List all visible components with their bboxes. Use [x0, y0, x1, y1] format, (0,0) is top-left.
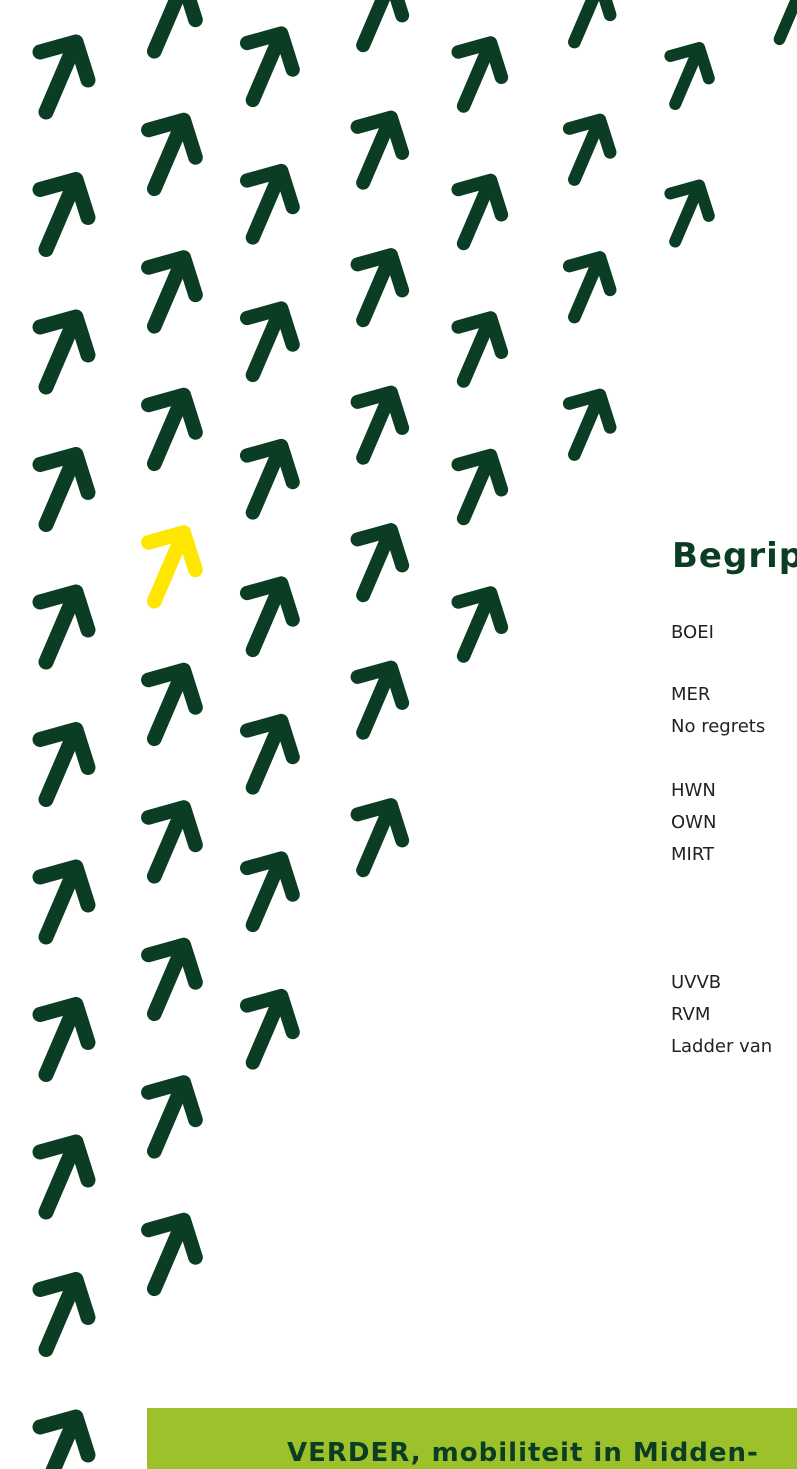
arrow [775, 0, 797, 39]
arrow [670, 48, 708, 104]
term: BOEI [671, 622, 714, 643]
arrow [40, 730, 88, 800]
arrow [148, 1220, 195, 1289]
arrow [247, 996, 293, 1063]
arrow [148, 395, 195, 464]
arrow [148, 120, 195, 189]
arrow [40, 1005, 88, 1075]
arrow [569, 258, 610, 318]
term: UVVB [671, 972, 721, 993]
footer-text: VERDER, mobiliteit in Midden- [287, 1438, 759, 1468]
arrow [247, 721, 293, 788]
arrow [148, 1083, 195, 1152]
arrow [458, 318, 501, 381]
arrow-highlight [148, 533, 195, 602]
arrow [247, 34, 293, 101]
term: MER [671, 684, 710, 705]
arrow [40, 455, 88, 525]
term: RVM [671, 1004, 710, 1025]
term: No regrets [671, 716, 765, 737]
arrow [670, 186, 708, 242]
arrow [247, 446, 293, 513]
arrow [358, 668, 403, 733]
arrow [40, 867, 88, 937]
arrow [458, 593, 501, 656]
arrow [358, 393, 403, 458]
term: MIRT [671, 844, 714, 865]
arrow [40, 592, 88, 662]
arrow [40, 1417, 88, 1469]
arrow [247, 309, 293, 376]
term: OWN [671, 812, 716, 833]
page: Begrip BOEI MER No regrets HWN OWN MIRT UVVB RV… [0, 0, 797, 1469]
arrow [458, 43, 501, 106]
arrow [569, 395, 610, 455]
arrow [40, 180, 88, 250]
term: HWN [671, 780, 716, 801]
page-body: Begrip BOEI MER No regrets HWN OWN MIRT UVVB RV… [0, 0, 797, 1469]
arrow [247, 859, 293, 926]
arrow [358, 255, 403, 320]
arrow [40, 317, 88, 387]
arrow [569, 120, 610, 180]
arrow [358, 118, 403, 183]
arrow [247, 171, 293, 238]
arrow [40, 1142, 88, 1212]
arrow [358, 530, 403, 595]
arrow [247, 584, 293, 651]
term: Ladder van [671, 1036, 772, 1057]
arrow [40, 42, 88, 112]
arrow [358, 805, 403, 870]
footer-bar: VERDER, mobiliteit in Midden- [147, 1408, 797, 1469]
arrow [148, 0, 195, 51]
arrow [148, 258, 195, 327]
arrow [40, 1280, 88, 1350]
arrow [358, 0, 403, 45]
arrow [458, 181, 501, 244]
heading: Begrip [672, 536, 797, 576]
arrow [458, 456, 501, 519]
arrow [148, 945, 195, 1014]
arrow [148, 670, 195, 739]
arrow [148, 808, 195, 877]
arrow [569, 0, 610, 42]
